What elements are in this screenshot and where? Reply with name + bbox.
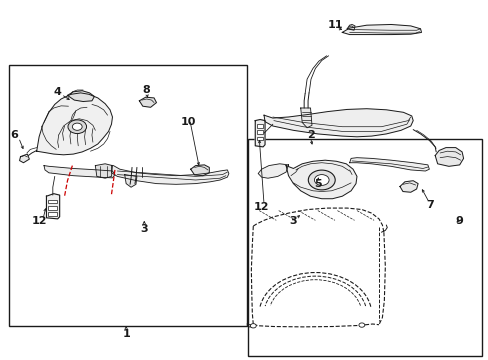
Text: 7: 7 (426, 200, 433, 210)
Bar (48, 200, 57, 203)
Polygon shape (44, 166, 115, 178)
Text: 1: 1 (122, 329, 130, 339)
Text: 8: 8 (142, 85, 150, 95)
Bar (256, 130, 262, 134)
Polygon shape (264, 109, 412, 137)
Polygon shape (285, 160, 356, 199)
Text: 12: 12 (31, 216, 47, 226)
Ellipse shape (72, 123, 82, 130)
Bar (48, 206, 57, 210)
Text: 2: 2 (306, 130, 314, 140)
Circle shape (250, 324, 256, 328)
Polygon shape (67, 91, 94, 102)
Polygon shape (342, 24, 421, 35)
Text: 6: 6 (11, 130, 19, 140)
Text: 3: 3 (140, 224, 148, 234)
Polygon shape (20, 154, 29, 163)
Text: 12: 12 (253, 202, 269, 212)
Bar (248, 139, 481, 356)
Text: 9: 9 (455, 216, 463, 226)
Polygon shape (258, 164, 288, 178)
Text: 3: 3 (289, 216, 297, 226)
Polygon shape (124, 175, 137, 187)
Polygon shape (399, 181, 417, 192)
Polygon shape (434, 148, 463, 166)
Text: 11: 11 (326, 20, 342, 30)
Polygon shape (46, 194, 60, 219)
Text: 5: 5 (313, 179, 321, 189)
Polygon shape (37, 93, 112, 155)
Polygon shape (190, 165, 209, 176)
Polygon shape (349, 158, 428, 171)
Bar (256, 137, 262, 140)
Polygon shape (300, 108, 311, 128)
Polygon shape (111, 166, 228, 184)
Bar (9, 65, 246, 326)
Circle shape (358, 323, 364, 327)
Polygon shape (346, 24, 354, 30)
Ellipse shape (314, 175, 328, 185)
Text: 4: 4 (54, 87, 61, 97)
Polygon shape (139, 97, 156, 107)
Ellipse shape (308, 170, 335, 190)
Bar (48, 212, 57, 216)
Text: 10: 10 (180, 117, 196, 127)
Polygon shape (95, 164, 112, 178)
Ellipse shape (68, 120, 86, 134)
Polygon shape (255, 120, 264, 147)
Bar (256, 124, 262, 128)
